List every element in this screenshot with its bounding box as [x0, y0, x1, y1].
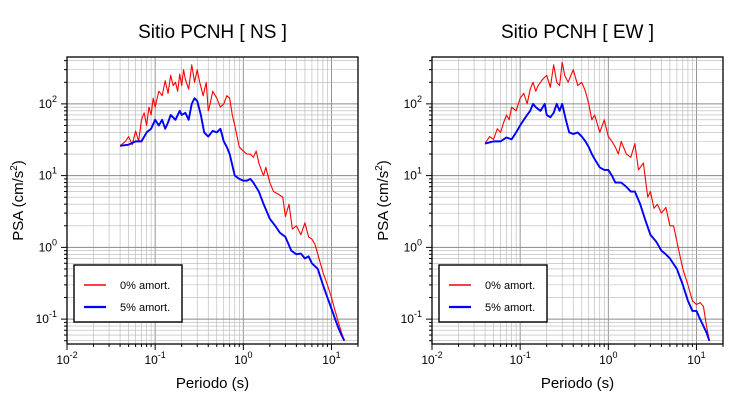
plot-frame: [431, 56, 724, 345]
x-axis-label: Periodo (s): [176, 375, 249, 392]
legend-label: 5% amort.: [485, 302, 535, 314]
y-tick-label: 10-1: [36, 309, 57, 326]
y-tick-label: 100: [39, 237, 57, 254]
legend-box: [73, 264, 183, 323]
y-axis-label: PSA (cm/s2): [374, 160, 392, 241]
x-tick-label: 100: [234, 350, 252, 367]
x-axis-label: Periodo (s): [541, 375, 614, 392]
legend-label: 5% amort.: [120, 302, 170, 314]
y-axis-label: PSA (cm/s2): [9, 160, 27, 241]
chart-title: Sitio PCNH [ EW ]: [501, 22, 654, 43]
legend-label: 0% amort.: [120, 280, 170, 292]
y-tick-label: 100: [404, 237, 422, 254]
series-group: [484, 61, 711, 342]
x-tick-label: 10-2: [421, 350, 442, 367]
series-line-damping-5: [484, 102, 711, 342]
y-tick-label: 102: [39, 94, 57, 111]
y-tick-label: 101: [39, 166, 57, 183]
x-tick-label: 10-1: [144, 350, 165, 367]
chart-title: Sitio PCNH [ NS ]: [138, 22, 287, 43]
x-tick-label: 101: [687, 350, 705, 367]
x-tick-label: 101: [322, 350, 340, 367]
y-tick-label: 10-1: [401, 309, 422, 326]
series-line-damping-5: [119, 97, 346, 342]
legend-label: 0% amort.: [485, 280, 535, 292]
series-group: [119, 64, 346, 342]
legend: 0% amort. 5% amort.: [438, 264, 548, 323]
series-line-damping-0: [119, 64, 345, 341]
legend-box: [438, 264, 548, 323]
x-tick-label: 10-1: [509, 350, 530, 367]
panel-ew: 10-2 10-1 100 101 10-1 100 101 102 Sitio PCNH [ …: [374, 22, 724, 392]
plot-frame: [66, 56, 359, 345]
x-tick-label: 10-2: [56, 350, 77, 367]
grid: [66, 57, 359, 344]
y-tick-label: 102: [404, 94, 422, 111]
x-tick-label: 100: [599, 350, 617, 367]
y-tick-label: 101: [404, 166, 422, 183]
legend: 0% amort. 5% amort.: [73, 264, 183, 323]
series-line-damping-0: [484, 61, 710, 341]
panel-ns: 10-2 10-1 100 101 10-1 100 101 102 Sitio PCNH [ …: [9, 22, 359, 392]
